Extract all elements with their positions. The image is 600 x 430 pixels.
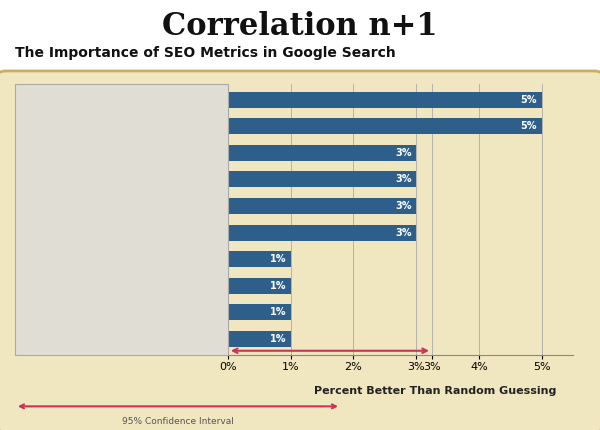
Text: 1%: 1% (270, 254, 286, 264)
Text: Domains Linking to URL: Domains Linking to URL (88, 95, 221, 105)
Text: 3%: 3% (395, 148, 412, 158)
Text: 1%: 1% (270, 307, 286, 317)
Bar (228, 92, 542, 108)
Text: The Importance of SEO Metrics in Google Search: The Importance of SEO Metrics in Google … (15, 46, 396, 60)
Text: mozRank: mozRank (170, 121, 221, 131)
Bar (228, 145, 416, 161)
Text: Percent Better Than Random Guessing: Percent Better Than Random Guessing (314, 386, 556, 396)
Bar (228, 198, 416, 214)
Text: Google.com Links: Google.com Links (123, 227, 221, 238)
Text: 3%: 3% (395, 175, 412, 184)
Text: 1%: 1% (270, 334, 286, 344)
Text: Google.com Toolbar Pagerank: Google.com Toolbar Pagerank (56, 148, 221, 158)
Text: Alexa.com Unique Visitors (3 month): Alexa.com Unique Visitors (3 month) (17, 334, 221, 344)
Text: 3%: 3% (395, 201, 412, 211)
Text: Yahoo! SE External Links: Yahoo! SE External Links (85, 307, 221, 317)
Text: Quantcast.com Unique Visitors: Quantcast.com Unique Visitors (49, 254, 221, 264)
Bar (228, 224, 416, 240)
Text: 5%: 5% (521, 95, 537, 105)
Text: Links to URL: Links to URL (152, 175, 221, 184)
Bar (228, 251, 291, 267)
Text: 3%: 3% (395, 227, 412, 238)
Text: 1%: 1% (270, 281, 286, 291)
Bar (228, 278, 291, 294)
Text: Correlation n+1: Correlation n+1 (162, 11, 438, 42)
Text: Compete.com Unique Visitors: Compete.com Unique Visitors (56, 281, 221, 291)
Bar (228, 331, 291, 347)
Text: 95% Confidence Interval: 95% Confidence Interval (122, 417, 234, 426)
Text: External mozRank: External mozRank (120, 201, 221, 211)
Bar (228, 172, 416, 187)
Bar (228, 118, 542, 134)
Bar (228, 304, 291, 320)
Text: 5%: 5% (521, 121, 537, 131)
